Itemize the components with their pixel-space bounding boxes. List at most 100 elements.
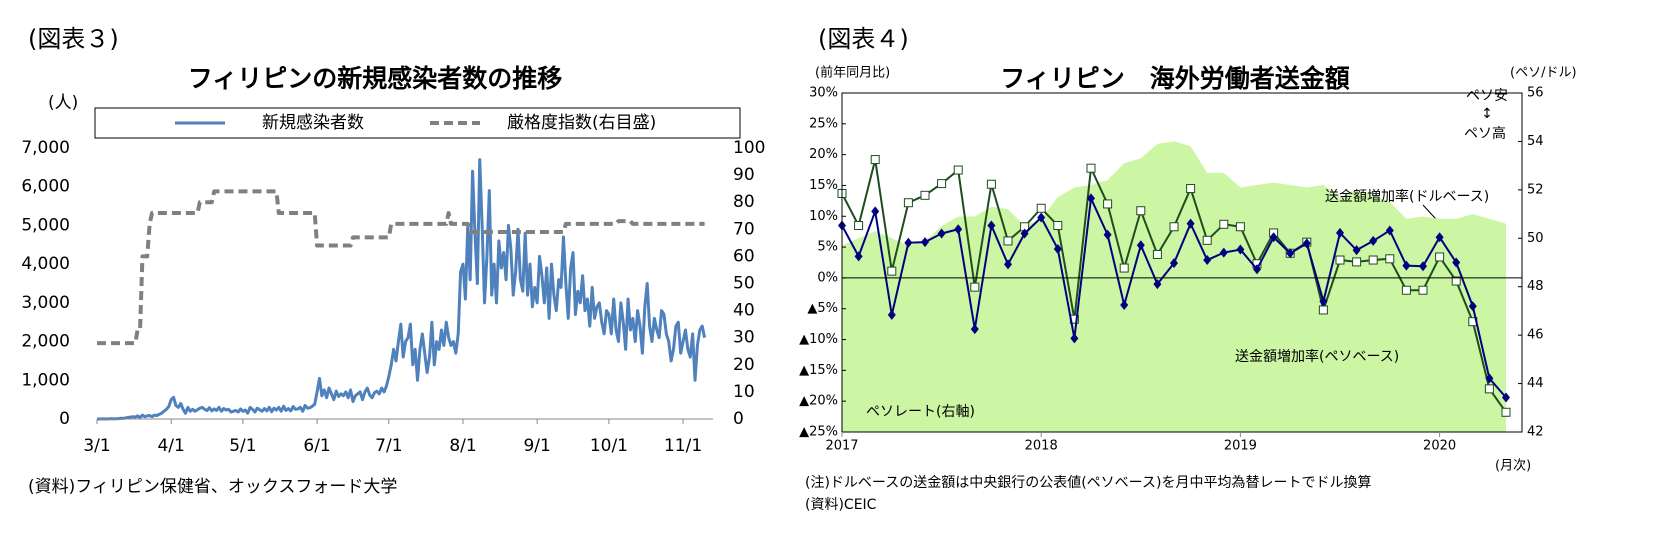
y-tick-label: 25% (809, 116, 838, 131)
marker (987, 220, 996, 231)
marker (1435, 232, 1444, 243)
y2-tick-label: 30 (733, 328, 755, 348)
y-tick-label: 2,000 (21, 332, 70, 352)
footnote: (注)ドルベースの送金額は中央銀行の公表値(ペソベース)を月中平均為替レートでド… (805, 475, 1371, 491)
marker (1502, 392, 1510, 403)
y-tick-label: 4,000 (21, 254, 70, 274)
x-tick-label: 2020 (1423, 439, 1456, 454)
marker (1286, 248, 1295, 259)
marker (1253, 264, 1261, 275)
marker (1103, 229, 1112, 240)
marker (1119, 263, 1129, 273)
marker (1186, 184, 1196, 194)
series-label: ペソレート(右軸) (866, 404, 975, 420)
y-tick-label: 15% (809, 178, 838, 193)
marker (937, 179, 947, 189)
y2-tick-label: 48 (1527, 279, 1544, 294)
marker (1136, 206, 1146, 216)
y-axis-label: (人) (48, 93, 78, 113)
marker (1318, 305, 1328, 315)
marker (887, 309, 896, 320)
marker (1336, 227, 1344, 238)
source-note: (資料)フィリピン保健省、オックスフォード大学 (28, 477, 397, 497)
marker (1385, 254, 1395, 264)
x-tick-label: 4/1 (157, 436, 184, 456)
marker (1236, 244, 1245, 255)
marker (904, 237, 913, 248)
marker (1401, 285, 1411, 295)
y2-tick-label: 44 (1527, 376, 1544, 391)
marker (1219, 247, 1228, 258)
x-tick-label: 8/1 (449, 436, 476, 456)
marker (887, 266, 897, 276)
y2-tick-label: 0 (733, 409, 744, 429)
marker (953, 165, 963, 175)
marker (1120, 300, 1129, 311)
marker (870, 155, 880, 165)
y-axis-label: (前年同月比) (815, 65, 890, 81)
marker (921, 237, 929, 248)
x-tick-label: 7/1 (375, 436, 402, 456)
y2-tick-label: 50 (1527, 231, 1544, 246)
marker (1004, 259, 1012, 270)
marker (903, 198, 913, 208)
marker (1086, 163, 1096, 173)
marker (854, 251, 863, 262)
marker (954, 224, 963, 235)
marker (920, 190, 930, 200)
y2-tick-label: 54 (1527, 134, 1544, 149)
chart-title: フィリピン 海外労働者送金額 (1000, 64, 1350, 93)
chart-title: フィリピンの新規感染者数の推移 (188, 64, 563, 93)
y-tick-label: ▲10% (799, 332, 838, 347)
y2-tick-label: 70 (733, 219, 755, 239)
legend-label: 新規感染者数 (262, 113, 364, 133)
marker (1170, 258, 1178, 269)
marker (854, 221, 864, 231)
marker (1053, 221, 1063, 231)
footnote: (資料)CEIC (805, 497, 877, 513)
y2-tick-label: 60 (733, 246, 755, 266)
x-axis-label: (月次) (1495, 458, 1531, 474)
y2-tick-label: 90 (733, 165, 755, 185)
series-label: 送金額増加率(ドルベース) (1325, 188, 1489, 205)
figure-label: (図表３) (28, 25, 119, 53)
annotation: ペソ安 (1466, 88, 1508, 104)
marker (1053, 243, 1062, 254)
marker (1219, 219, 1229, 229)
marker (1452, 257, 1461, 268)
y2-tick-label: 20 (733, 355, 755, 375)
marker (1003, 236, 1013, 246)
y2-tick-label: 50 (733, 274, 755, 294)
marker (970, 282, 980, 292)
marker (1087, 193, 1095, 204)
marker (1152, 249, 1162, 259)
marker (1369, 235, 1378, 246)
marker (1202, 235, 1212, 245)
marker (1501, 407, 1511, 417)
y-tick-label: 30% (809, 86, 838, 101)
marker (1435, 252, 1445, 262)
y-tick-label: 0 (59, 409, 70, 429)
y2-tick-label: 80 (733, 192, 755, 212)
y2-tick-label: 40 (733, 301, 755, 321)
marker (1419, 261, 1427, 272)
marker (1020, 228, 1029, 239)
marker (1169, 222, 1179, 232)
x-tick-label: 2019 (1224, 439, 1257, 454)
marker (937, 228, 946, 239)
y-tick-label: 20% (809, 147, 838, 162)
marker (1269, 232, 1278, 243)
marker (1451, 276, 1461, 286)
y-tick-label: ▲25% (799, 425, 838, 440)
marker (1302, 238, 1311, 249)
marker (1103, 199, 1113, 209)
marker (1402, 260, 1411, 271)
y2-tick-label: 100 (733, 138, 765, 158)
legend-label: 厳格度指数(右目盛) (507, 113, 656, 133)
marker (1203, 255, 1212, 266)
marker (1418, 285, 1428, 295)
annotation: ペソ高 (1464, 125, 1506, 142)
x-tick-label: 9/1 (523, 436, 550, 456)
y-tick-label: ▲5% (807, 301, 838, 316)
